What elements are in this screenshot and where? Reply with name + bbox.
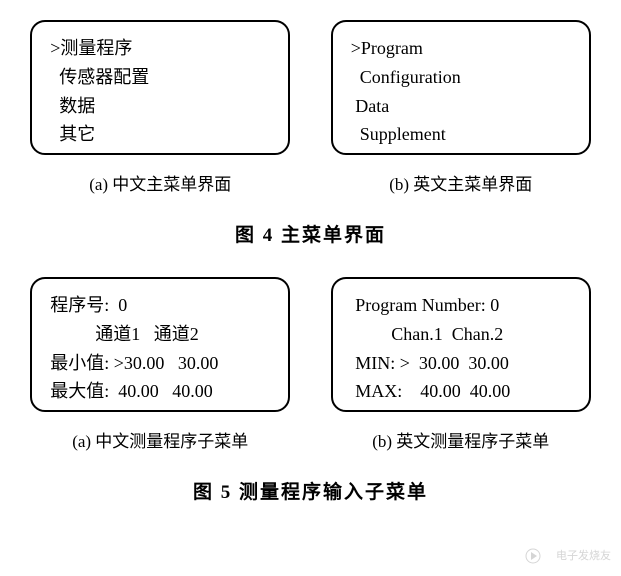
figure-4-panel-row: >测量程序 传感器配置 数据 其它 (a) 中文主菜单界面 >Program C… xyxy=(25,20,596,195)
figure-5-left-caption: (a) 中文测量程序子菜单 xyxy=(72,427,248,452)
watermark-icon xyxy=(523,546,553,566)
menu-line: Program Number: 0 xyxy=(351,291,571,320)
chinese-submenu-box: 程序号: 0 通道1 通道2 最小值: >30.00 30.00 最大值: 40… xyxy=(30,277,290,412)
figure-5-right-panel: Program Number: 0 Chan.1 Chan.2 MIN: > 3… xyxy=(326,277,597,452)
figure-4-right-panel: >Program Configuration Data Supplement (… xyxy=(326,20,597,195)
menu-line: Data xyxy=(351,92,571,121)
english-main-menu-box: >Program Configuration Data Supplement xyxy=(331,20,591,155)
watermark: 电子发烧友 xyxy=(523,546,611,566)
figure-5-section: 程序号: 0 通道1 通道2 最小值: >30.00 30.00 最大值: 40… xyxy=(25,277,596,534)
menu-line: >Program xyxy=(351,34,571,63)
figure-4-right-caption: (b) 英文主菜单界面 xyxy=(389,170,532,195)
menu-line: MIN: > 30.00 30.00 xyxy=(351,349,571,378)
menu-line: 最小值: >30.00 30.00 xyxy=(50,349,270,378)
figure-4-caption: 图 4 主菜单界面 xyxy=(235,220,386,247)
menu-line: 其它 xyxy=(50,120,270,149)
menu-line: 传感器配置 xyxy=(50,63,270,92)
menu-line: MAX: 40.00 40.00 xyxy=(351,377,571,406)
figure-5-caption: 图 5 测量程序输入子菜单 xyxy=(193,477,428,504)
menu-line: 通道1 通道2 xyxy=(50,320,270,349)
figure-4-left-caption: (a) 中文主菜单界面 xyxy=(89,170,231,195)
menu-line: 数据 xyxy=(50,92,270,121)
menu-line: Configuration xyxy=(351,63,571,92)
figure-4-section: >测量程序 传感器配置 数据 其它 (a) 中文主菜单界面 >Program C… xyxy=(25,20,596,277)
watermark-text: 电子发烧友 xyxy=(556,550,611,562)
menu-line: 程序号: 0 xyxy=(50,291,270,320)
english-submenu-box: Program Number: 0 Chan.1 Chan.2 MIN: > 3… xyxy=(331,277,591,412)
menu-line: >测量程序 xyxy=(50,34,270,63)
figure-5-right-caption: (b) 英文测量程序子菜单 xyxy=(372,427,549,452)
figure-5-panel-row: 程序号: 0 通道1 通道2 最小值: >30.00 30.00 最大值: 40… xyxy=(25,277,596,452)
menu-line: Chan.1 Chan.2 xyxy=(351,320,571,349)
figure-4-left-panel: >测量程序 传感器配置 数据 其它 (a) 中文主菜单界面 xyxy=(25,20,296,195)
figure-5-left-panel: 程序号: 0 通道1 通道2 最小值: >30.00 30.00 最大值: 40… xyxy=(25,277,296,452)
menu-line: 最大值: 40.00 40.00 xyxy=(50,377,270,406)
menu-line: Supplement xyxy=(351,120,571,149)
chinese-main-menu-box: >测量程序 传感器配置 数据 其它 xyxy=(30,20,290,155)
